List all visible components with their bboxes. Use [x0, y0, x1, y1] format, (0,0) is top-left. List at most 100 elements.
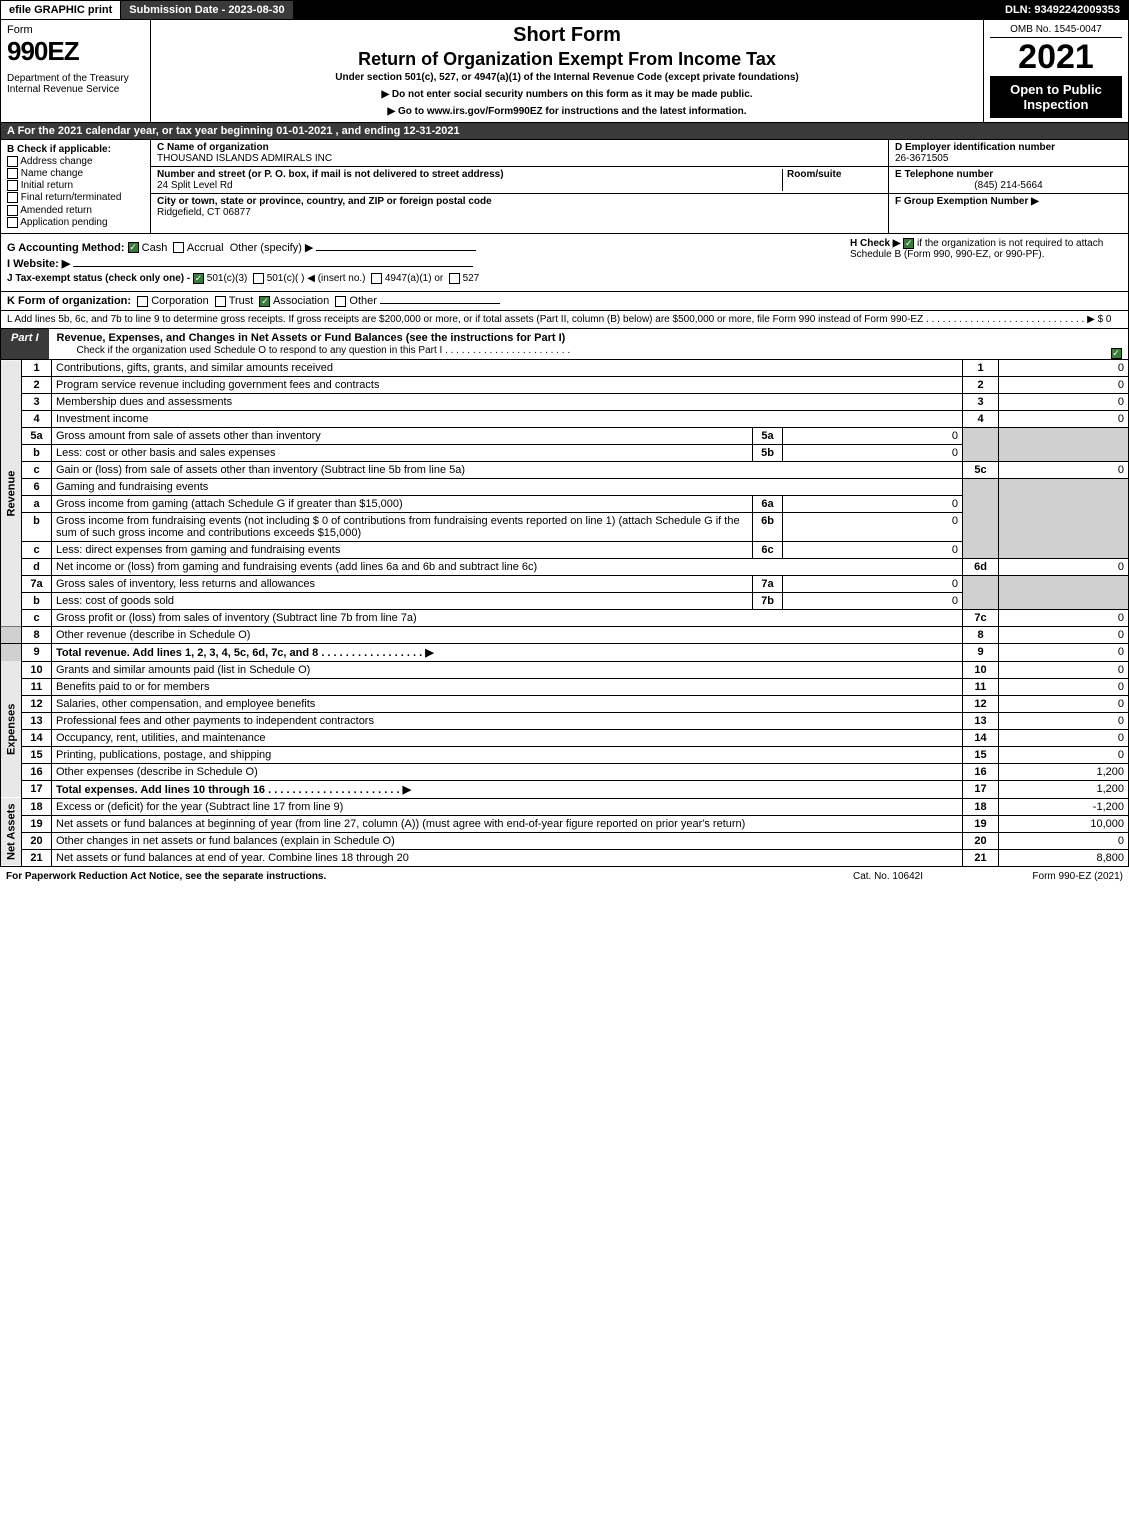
ein-value: 26-3671505 [895, 153, 948, 164]
col-b: B Check if applicable: Address change Na… [1, 140, 151, 233]
tax-year: 2021 [990, 40, 1122, 74]
part1-title: Revenue, Expenses, and Changes in Net As… [49, 329, 1104, 359]
group-exemption-label: F Group Exemption Number ▶ [895, 196, 1039, 207]
part1-header: Part I Revenue, Expenses, and Changes in… [0, 329, 1129, 360]
ghij-left: G Accounting Method: ✓ Cash Accrual Othe… [7, 238, 842, 287]
chk-assoc[interactable]: ✓ [259, 296, 270, 307]
org-name-label: C Name of organization [157, 142, 269, 153]
no-ssn-note: ▶ Do not enter social security numbers o… [159, 89, 975, 100]
chk-final[interactable]: Final return/terminated [7, 192, 144, 203]
omb-number: OMB No. 1545-0047 [990, 24, 1122, 38]
goto-link[interactable]: ▶ Go to www.irs.gov/Form990EZ for instru… [159, 106, 975, 117]
amt-19: 10,000 [999, 815, 1129, 832]
under-section: Under section 501(c), 527, or 4947(a)(1)… [159, 72, 975, 83]
val-5a: 0 [783, 427, 963, 444]
city-row: City or town, state or province, country… [151, 194, 888, 220]
val-6b: 0 [783, 512, 963, 541]
line-i: I Website: ▶ [7, 257, 842, 270]
amt-14: 0 [999, 729, 1129, 746]
street-label: Number and street (or P. O. box, if mail… [157, 169, 504, 180]
amt-21: 8,800 [999, 849, 1129, 866]
amt-5c: 0 [999, 461, 1129, 478]
amt-18: -1,200 [999, 798, 1129, 815]
amt-9: 0 [999, 643, 1129, 661]
org-name-row: C Name of organization THOUSAND ISLANDS … [151, 140, 888, 167]
phone-row: E Telephone number (845) 214-5664 [889, 167, 1128, 194]
footer-form: Form 990-EZ (2021) [963, 871, 1123, 882]
val-5b: 0 [783, 444, 963, 461]
chk-other[interactable] [335, 296, 346, 307]
amt-2: 0 [999, 376, 1129, 393]
chk-4947[interactable] [371, 273, 382, 284]
department: Department of the Treasury Internal Reve… [7, 73, 144, 95]
line-j: J Tax-exempt status (check only one) - ✓… [7, 273, 842, 284]
form-label: Form [7, 24, 144, 36]
chk-527[interactable] [449, 273, 460, 284]
form-header: Form 990EZ Department of the Treasury In… [0, 20, 1129, 123]
group-exemption-row: F Group Exemption Number ▶ [889, 194, 1128, 209]
chk-corp[interactable] [137, 296, 148, 307]
short-form-title: Short Form [159, 24, 975, 47]
amt-8: 0 [999, 626, 1129, 643]
open-public: Open to Public Inspection [990, 76, 1122, 118]
line-l: L Add lines 5b, 6c, and 7b to line 9 to … [0, 311, 1129, 329]
side-netassets: Net Assets [1, 798, 22, 866]
val-7b: 0 [783, 592, 963, 609]
val-6a: 0 [783, 495, 963, 512]
ein-label: D Employer identification number [895, 142, 1055, 153]
footer-cat: Cat. No. 10642I [813, 871, 963, 882]
chk-address[interactable]: Address change [7, 156, 144, 167]
line-a: A For the 2021 calendar year, or tax yea… [0, 123, 1129, 140]
col-b-title: B Check if applicable: [7, 144, 144, 155]
side-revenue: Revenue [1, 360, 22, 627]
city-value: Ridgefield, CT 06877 [157, 207, 251, 218]
amt-10: 0 [999, 661, 1129, 678]
chk-schedule-b[interactable]: ✓ [903, 238, 914, 249]
chk-part1-schedO[interactable]: ✓ [1111, 348, 1122, 359]
phone-label: E Telephone number [895, 169, 993, 180]
street-row: Number and street (or P. O. box, if mail… [151, 167, 888, 194]
section-bce: B Check if applicable: Address change Na… [0, 140, 1129, 234]
amt-13: 0 [999, 712, 1129, 729]
street-value: 24 Split Level Rd [157, 180, 233, 191]
line-g: G Accounting Method: ✓ Cash Accrual Othe… [7, 241, 842, 254]
header-center: Short Form Return of Organization Exempt… [151, 20, 983, 122]
header-left: Form 990EZ Department of the Treasury In… [1, 20, 151, 122]
phone-value: (845) 214-5664 [895, 180, 1122, 191]
chk-501c[interactable] [253, 273, 264, 284]
footer-left: For Paperwork Reduction Act Notice, see … [6, 871, 813, 882]
val-7a: 0 [783, 575, 963, 592]
amt-17: 1,200 [999, 780, 1129, 798]
amt-3: 0 [999, 393, 1129, 410]
line-k: K Form of organization: Corporation Trus… [0, 292, 1129, 311]
amt-7c: 0 [999, 609, 1129, 626]
city-label: City or town, state or province, country… [157, 196, 492, 207]
page-footer: For Paperwork Reduction Act Notice, see … [0, 867, 1129, 886]
chk-amended[interactable]: Amended return [7, 205, 144, 216]
submission-date: Submission Date - 2023-08-30 [121, 1, 293, 19]
amt-6d: 0 [999, 558, 1129, 575]
efile-print[interactable]: efile GRAPHIC print [1, 1, 121, 19]
chk-501c3[interactable]: ✓ [193, 273, 204, 284]
form-number: 990EZ [7, 36, 144, 67]
amt-11: 0 [999, 678, 1129, 695]
chk-cash[interactable]: ✓ [128, 242, 139, 253]
chk-pending[interactable]: Application pending [7, 217, 144, 228]
section-ghij: G Accounting Method: ✓ Cash Accrual Othe… [0, 234, 1129, 292]
amt-15: 0 [999, 746, 1129, 763]
chk-name[interactable]: Name change [7, 168, 144, 179]
chk-initial[interactable]: Initial return [7, 180, 144, 191]
amt-20: 0 [999, 832, 1129, 849]
spacer [294, 1, 997, 19]
org-name: THOUSAND ISLANDS ADMIRALS INC [157, 153, 332, 164]
ein-row: D Employer identification number 26-3671… [889, 140, 1128, 167]
header-right: OMB No. 1545-0047 2021 Open to Public In… [983, 20, 1128, 122]
amt-16: 1,200 [999, 763, 1129, 780]
side-expenses: Expenses [1, 661, 22, 798]
chk-accrual[interactable] [173, 242, 184, 253]
room-label: Room/suite [787, 169, 841, 180]
topbar: efile GRAPHIC print Submission Date - 20… [0, 0, 1129, 20]
dln: DLN: 93492242009353 [997, 1, 1128, 19]
part1-check-note: Check if the organization used Schedule … [57, 345, 571, 356]
chk-trust[interactable] [215, 296, 226, 307]
